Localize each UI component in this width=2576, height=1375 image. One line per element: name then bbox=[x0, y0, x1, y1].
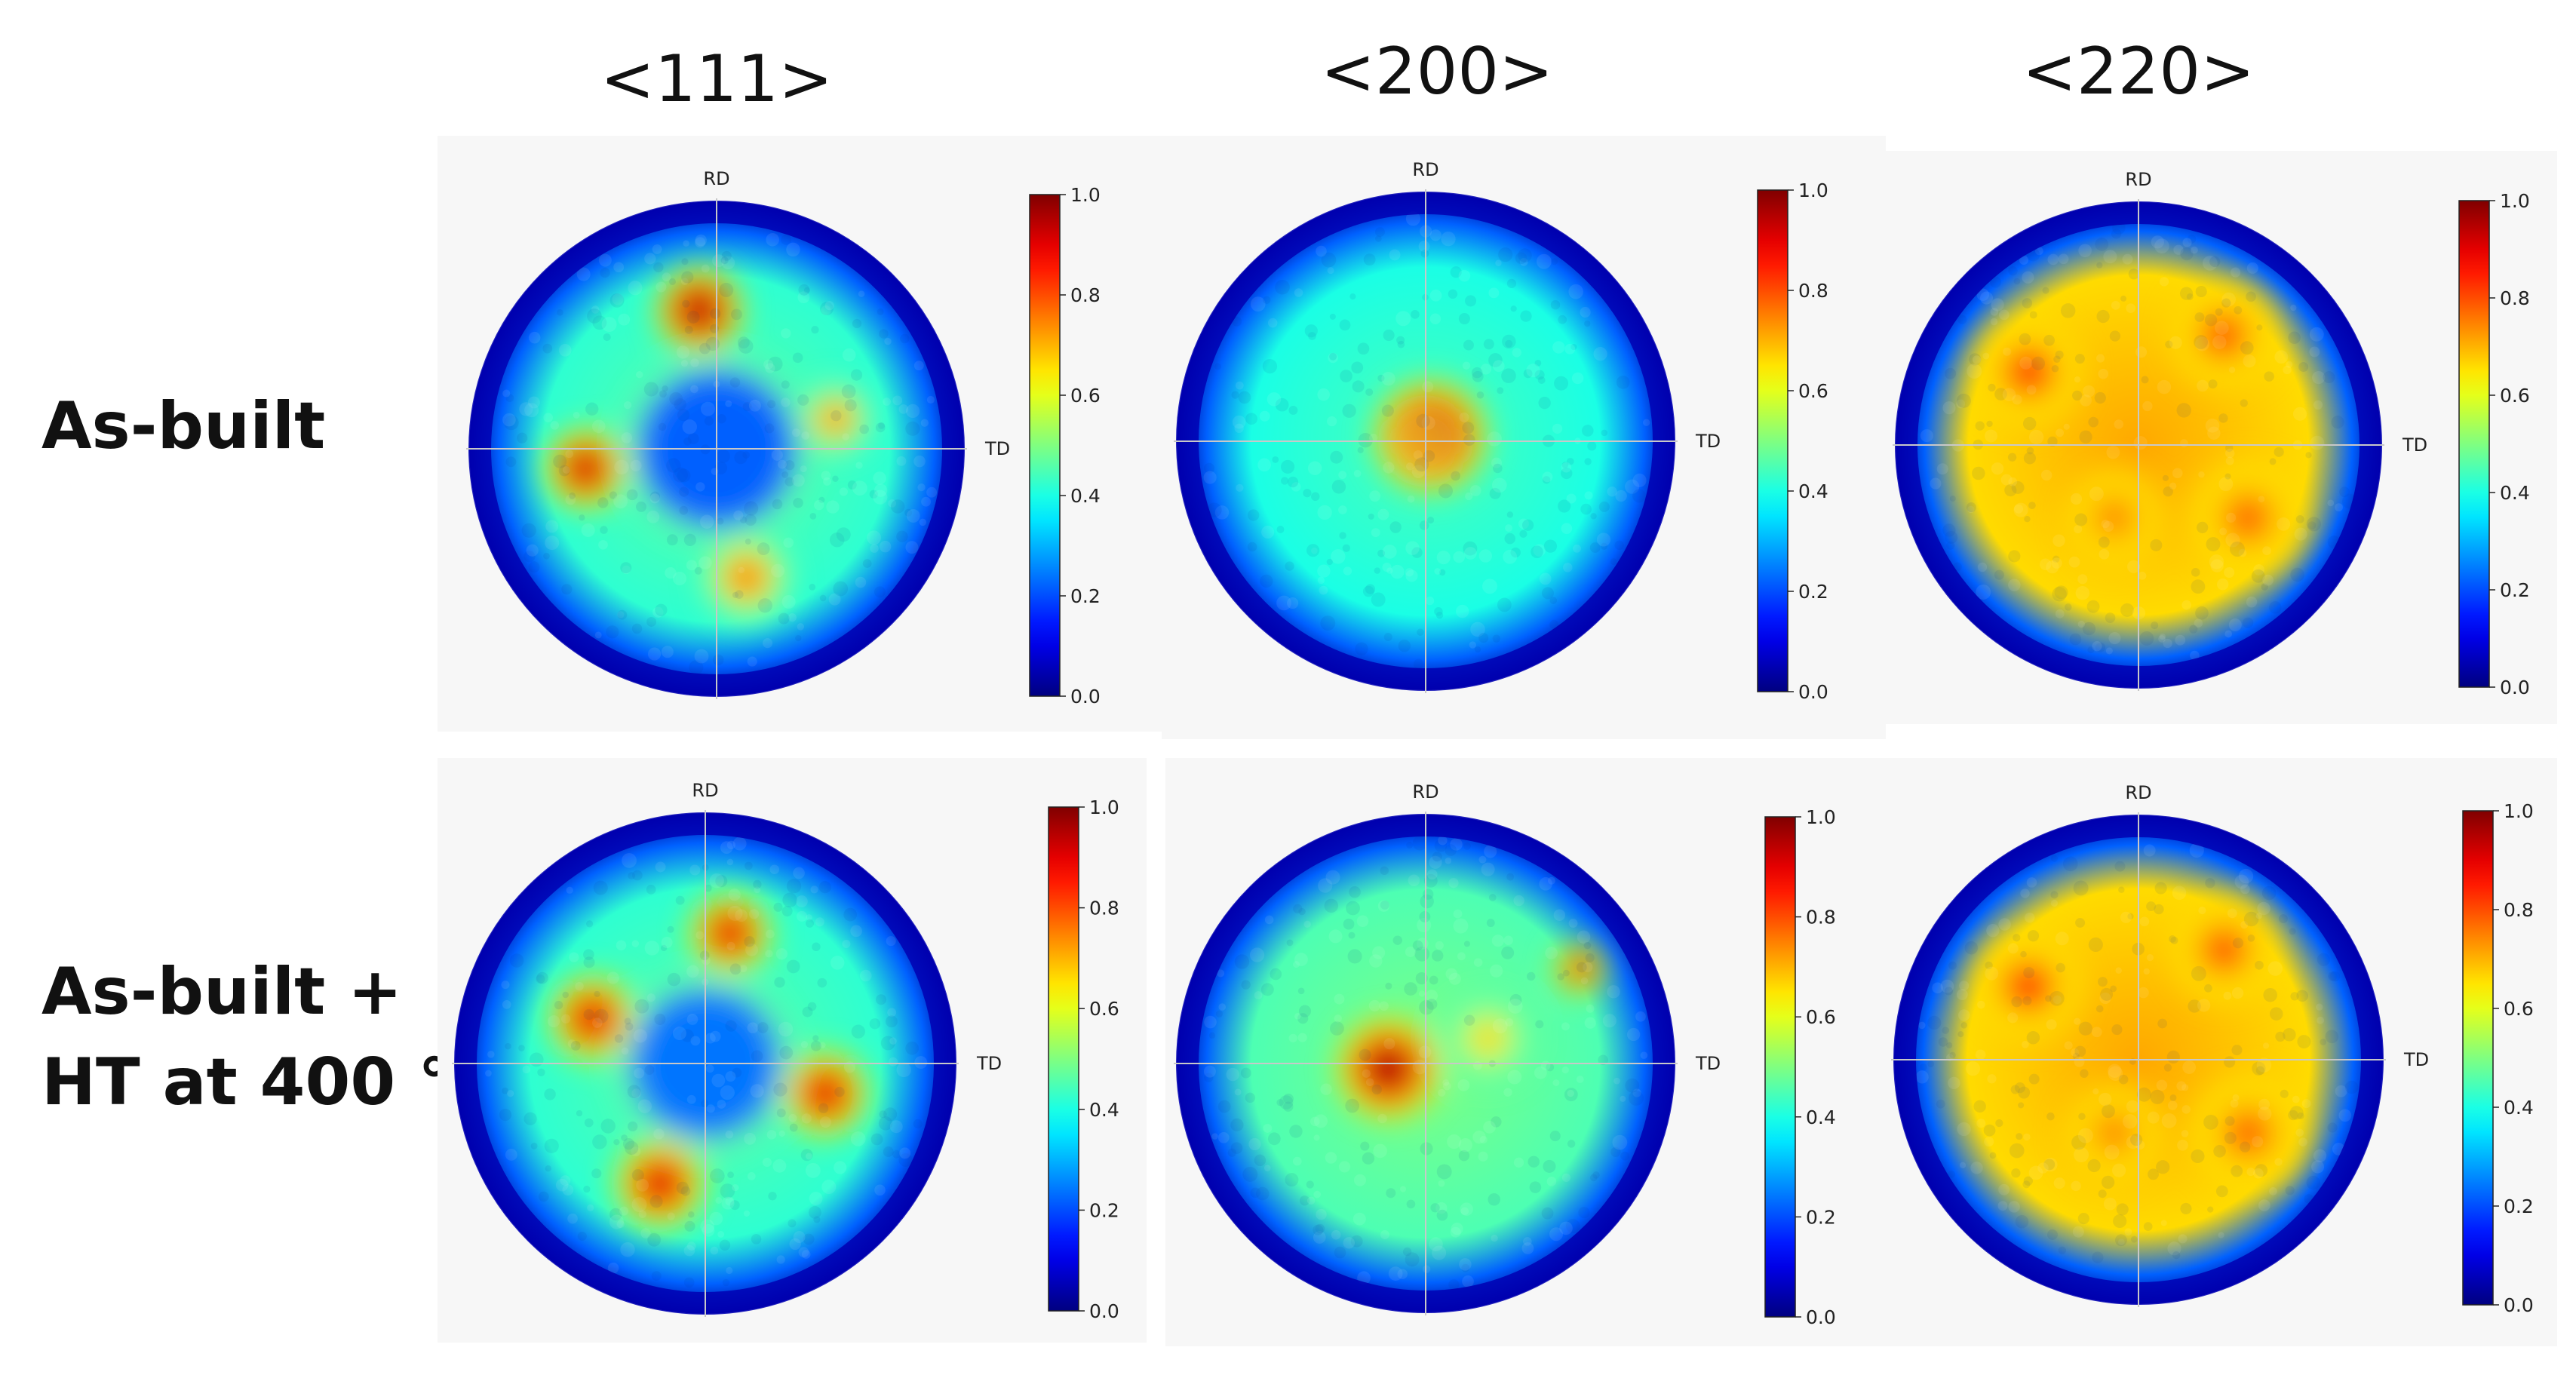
colorbar-tick-label: 0.6 bbox=[2504, 998, 2534, 1020]
colorbar-tick-label: 0.8 bbox=[1806, 907, 1836, 928]
colorbar-tick-label: 0.0 bbox=[1089, 1300, 1119, 1322]
intensity-blob bbox=[2100, 1119, 2128, 1147]
colorbar-tick-label: 0.0 bbox=[1070, 686, 1101, 707]
colorbar bbox=[1048, 806, 1079, 1312]
intensity-blob bbox=[2231, 501, 2264, 535]
colorbar-tick-label: 0.4 bbox=[2500, 482, 2530, 504]
row-header-as-built: As-built bbox=[41, 381, 325, 471]
row-header-as-built-ht: As-built + HT at 400 °C bbox=[41, 947, 498, 1128]
colorbar-tick-label: 1.0 bbox=[1070, 184, 1101, 206]
pole-figure-as-built-220: RD TD 1.0 0.8 0.6 0.4 0.2 0.0 bbox=[1878, 151, 2557, 724]
row-header-line: HT at 400 °C bbox=[41, 1045, 499, 1120]
colorbar bbox=[1764, 816, 1796, 1318]
colorbar-tick-label: 0.2 bbox=[2504, 1195, 2534, 1217]
colorbar-tick-label: 1.0 bbox=[2500, 190, 2530, 212]
intensity-blob bbox=[1573, 962, 1587, 976]
column-header-200: <200> bbox=[1320, 34, 1554, 109]
colorbar bbox=[1757, 189, 1788, 692]
colorbar-tick-label: 0.8 bbox=[2500, 287, 2530, 309]
colorbar-tick-label: 0.4 bbox=[1798, 480, 1828, 502]
intensity-blob bbox=[687, 298, 711, 322]
intensity-blob bbox=[813, 1082, 838, 1106]
colorbar-tick-label: 1.0 bbox=[1798, 180, 1828, 201]
rd-label: RD bbox=[692, 780, 718, 801]
pole-figure-canvas: RD TD 1.0 0.8 0.6 0.4 0.2 0.0 bbox=[1174, 159, 1828, 703]
intensity-blob bbox=[719, 922, 742, 945]
pole-figure-canvas: RD TD 1.0 0.8 0.6 0.4 0.2 0.0 bbox=[452, 780, 1119, 1322]
intensity-blob bbox=[2013, 971, 2044, 1002]
rd-label: RD bbox=[703, 168, 729, 189]
intensity-blob bbox=[2100, 504, 2128, 532]
pole-figure-canvas: RD TD 1.0 0.8 0.6 0.4 0.2 0.0 bbox=[1891, 782, 2534, 1316]
intensity-blob bbox=[1374, 1054, 1402, 1083]
colorbar-tick-label: 0.6 bbox=[1798, 380, 1828, 402]
colorbar-tick-label: 0.4 bbox=[1806, 1106, 1836, 1128]
row-header-line: As-built + bbox=[41, 954, 403, 1030]
colorbar-tick-label: 0.6 bbox=[2500, 385, 2530, 407]
colorbar-tick-label: 0.2 bbox=[1089, 1199, 1119, 1221]
colorbar-tick-label: 0.6 bbox=[1806, 1006, 1836, 1028]
colorbar-tick-label: 0.0 bbox=[2504, 1294, 2534, 1316]
colorbar-tick-label: 1.0 bbox=[1806, 806, 1836, 828]
pole-figure-canvas: RD TD 1.0 0.8 0.6 0.4 0.2 0.0 bbox=[1174, 781, 1836, 1328]
td-label: TD bbox=[984, 438, 1010, 459]
colorbar-tick-label: 0.8 bbox=[1798, 280, 1828, 302]
rd-label: RD bbox=[2125, 782, 2151, 803]
colorbar-tick-label: 1.0 bbox=[2504, 800, 2534, 822]
pole-figure-ht-200: RD TD 1.0 0.8 0.6 0.4 0.2 0.0 bbox=[1165, 758, 1878, 1346]
intensity-blob bbox=[2208, 321, 2239, 351]
intensity-blob bbox=[647, 1171, 673, 1197]
td-label: TD bbox=[2403, 1049, 2429, 1070]
intensity-blob bbox=[733, 565, 759, 591]
intensity-blob bbox=[574, 457, 597, 480]
column-header-220: <220> bbox=[2022, 34, 2255, 109]
colorbar-tick-label: 0.6 bbox=[1070, 385, 1101, 407]
colorbar-tick-label: 0.0 bbox=[2500, 677, 2530, 698]
td-label: TD bbox=[1695, 431, 1721, 452]
rd-label: RD bbox=[1412, 781, 1438, 803]
rd-label: RD bbox=[2125, 169, 2151, 190]
pole-figure-as-built-200: RD TD 1.0 0.8 0.6 0.4 0.2 0.0 bbox=[1162, 136, 1886, 739]
pole-figure-ht-111: RD TD 1.0 0.8 0.6 0.4 0.2 0.0 bbox=[438, 758, 1147, 1343]
td-label: TD bbox=[1695, 1053, 1721, 1074]
td-label: TD bbox=[976, 1053, 1002, 1074]
colorbar-tick-label: 0.4 bbox=[1070, 485, 1101, 507]
td-label: TD bbox=[2402, 434, 2427, 456]
colorbar-tick-label: 0.2 bbox=[2500, 579, 2530, 601]
colorbar bbox=[2462, 810, 2494, 1306]
colorbar-tick-label: 0.2 bbox=[1806, 1206, 1836, 1228]
colorbar-tick-label: 0.6 bbox=[1089, 998, 1119, 1020]
column-header-111: <111> bbox=[600, 41, 834, 117]
pole-figure-canvas: RD TD 1.0 0.8 0.6 0.4 0.2 0.0 bbox=[466, 168, 1101, 707]
colorbar-tick-label: 0.2 bbox=[1798, 581, 1828, 603]
colorbar-tick-label: 0.8 bbox=[1089, 898, 1119, 919]
intensity-blob bbox=[824, 408, 846, 430]
colorbar bbox=[1029, 194, 1061, 697]
row-header-line: As-built bbox=[41, 388, 326, 464]
colorbar-tick-label: 0.4 bbox=[2504, 1097, 2534, 1119]
colorbar-tick-label: 1.0 bbox=[1089, 796, 1119, 818]
rd-label: RD bbox=[1412, 159, 1438, 180]
intensity-blob bbox=[1475, 1026, 1501, 1051]
colorbar-tick-label: 0.4 bbox=[1089, 1099, 1119, 1121]
colorbar-tick-label: 0.8 bbox=[1070, 284, 1101, 306]
pole-figure-as-built-111: RD TD 1.0 0.8 0.6 0.4 0.2 0.0 bbox=[438, 136, 1162, 732]
colorbar-tick-label: 0.8 bbox=[2504, 899, 2534, 921]
pole-figure-canvas: RD TD 1.0 0.8 0.6 0.4 0.2 0.0 bbox=[1893, 169, 2530, 698]
colorbar bbox=[2458, 200, 2490, 688]
colorbar-tick-label: 0.0 bbox=[1798, 681, 1828, 703]
pole-figure-ht-220: RD TD 1.0 0.8 0.6 0.4 0.2 0.0 bbox=[1878, 758, 2557, 1346]
colorbar-tick-label: 0.2 bbox=[1070, 585, 1101, 607]
intensity-blob bbox=[2014, 357, 2044, 388]
intensity-blob bbox=[580, 1006, 605, 1031]
colorbar-tick-label: 0.0 bbox=[1806, 1306, 1836, 1328]
intensity-blob bbox=[2209, 935, 2240, 965]
intensity-blob bbox=[2232, 1116, 2265, 1149]
